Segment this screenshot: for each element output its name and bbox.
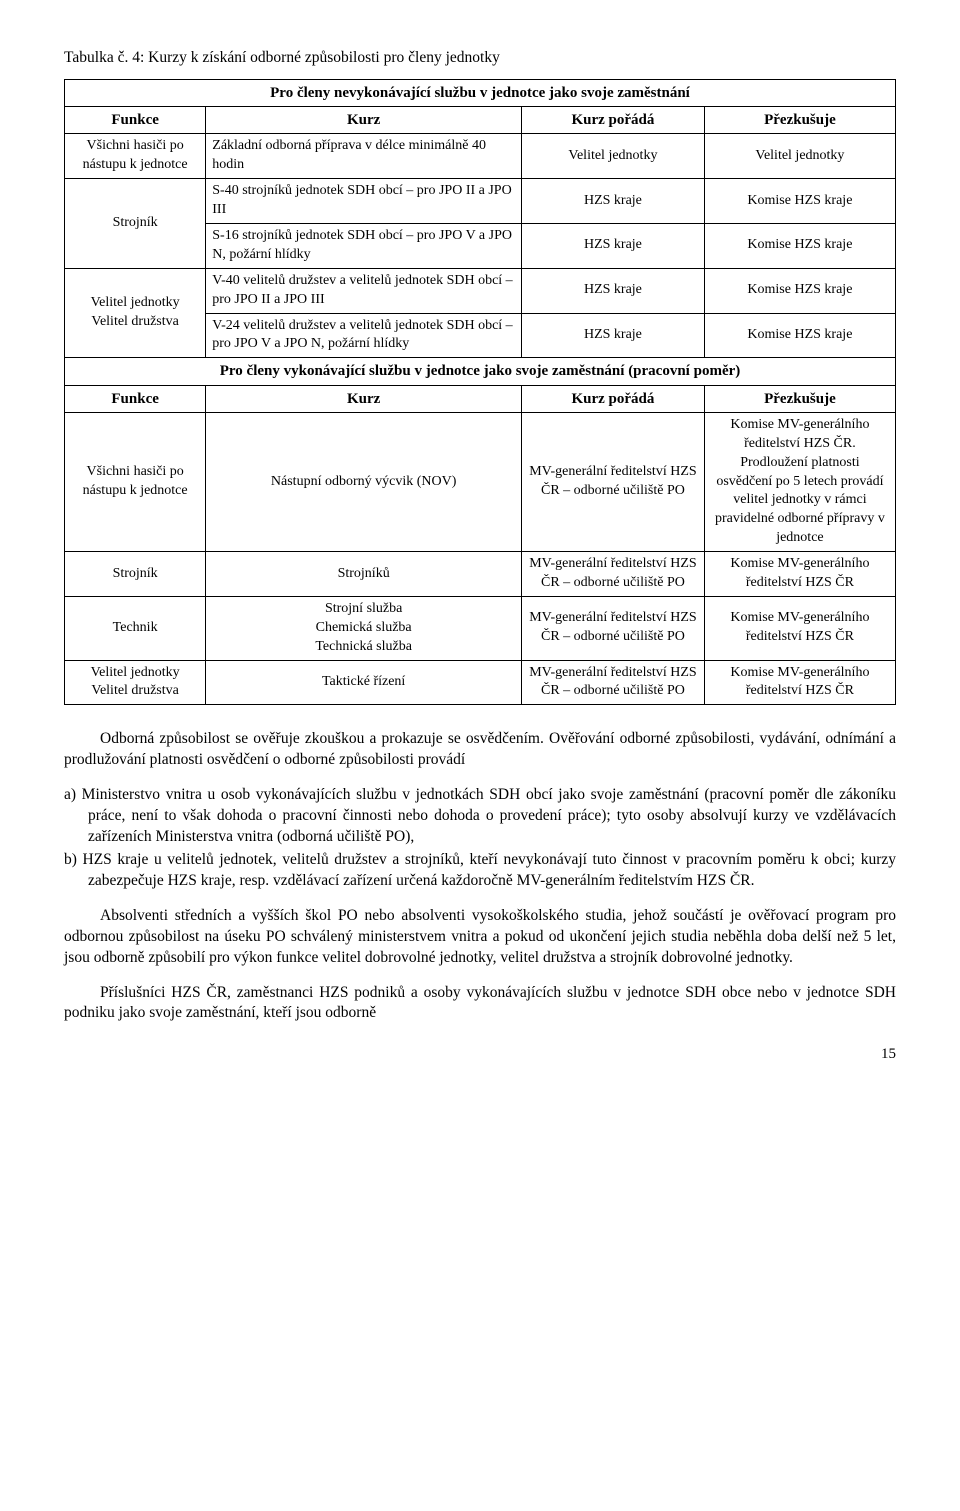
cell-porada: MV-generální ředitelství HZS ČR – odborn… (522, 660, 705, 705)
cell-prezk: Komise MV-generálního ředitelství HZS ČR (704, 552, 895, 597)
abc-list: a) Ministerstvo vnitra u osob vykonávají… (64, 785, 896, 892)
cell-prezk: Komise MV-generálního ředitelství HZS ČR… (704, 412, 895, 551)
table-row: Strojník S-40 strojníků jednotek SDH obc… (65, 179, 896, 224)
col-kurz: Kurz (206, 107, 522, 134)
cell-funkce: Technik (65, 596, 206, 660)
cell-prezk: Komise HZS kraje (704, 179, 895, 224)
col-porada: Kurz pořádá (522, 107, 705, 134)
cell-funkce: Velitel jednotky Velitel družstva (65, 660, 206, 705)
table-row: Strojník Strojníků MV-generální ředitels… (65, 552, 896, 597)
col-prezk: Přezkušuje (704, 385, 895, 412)
table-row: Všichni hasiči po nástupu k jednotce Zák… (65, 134, 896, 179)
col-funkce: Funkce (65, 385, 206, 412)
table-row: Technik Strojní služba Chemická služba T… (65, 596, 896, 660)
cell-kurz: Nástupní odborný výcvik (NOV) (206, 412, 522, 551)
cell-porada: HZS kraje (522, 179, 705, 224)
cell-kurz: Základní odborná příprava v délce minimá… (206, 134, 522, 179)
cell-kurz: Strojní služba Chemická služba Technická… (206, 596, 522, 660)
cell-prezk: Velitel jednotky (704, 134, 895, 179)
col-kurz: Kurz (206, 385, 522, 412)
section-b-title-row: Pro členy vykonávající službu v jednotce… (65, 358, 896, 385)
table-row: Všichni hasiči po nástupu k jednotce Nás… (65, 412, 896, 551)
cell-funkce: Všichni hasiči po nástupu k jednotce (65, 412, 206, 551)
courses-table: Pro členy nevykonávající službu v jednot… (64, 79, 896, 705)
cell-kurz: V-24 velitelů družstev a velitelů jednot… (206, 313, 522, 358)
section-a-title: Pro členy nevykonávající službu v jednot… (65, 79, 896, 106)
list-item: a) Ministerstvo vnitra u osob vykonávají… (64, 785, 896, 848)
page-number: 15 (64, 1044, 896, 1064)
cell-funkce: Všichni hasiči po nástupu k jednotce (65, 134, 206, 179)
cell-porada: HZS kraje (522, 268, 705, 313)
cell-funkce: Velitel jednotky Velitel družstva (65, 268, 206, 358)
cell-prezk: Komise HZS kraje (704, 313, 895, 358)
col-funkce: Funkce (65, 107, 206, 134)
section-b-title: Pro členy vykonávající službu v jednotce… (65, 358, 896, 385)
cell-kurz: V-40 velitelů družstev a velitelů jednot… (206, 268, 522, 313)
cell-prezk: Komise MV-generálního ředitelství HZS ČR (704, 596, 895, 660)
table-row: Velitel jednotky Velitel družstva Taktic… (65, 660, 896, 705)
col-porada: Kurz pořádá (522, 385, 705, 412)
paragraph-3: Příslušníci HZS ČR, zaměstnanci HZS podn… (64, 983, 896, 1025)
paragraph-1: Odborná způsobilost se ověřuje zkouškou … (64, 729, 896, 771)
cell-kurz: S-40 strojníků jednotek SDH obcí – pro J… (206, 179, 522, 224)
cell-porada: MV-generální ředitelství HZS ČR – odborn… (522, 596, 705, 660)
cell-porada: MV-generální ředitelství HZS ČR – odborn… (522, 552, 705, 597)
table-caption: Tabulka č. 4: Kurzy k získání odborné zp… (64, 48, 896, 69)
paragraph-2: Absolventi středních a vyšších škol PO n… (64, 906, 896, 969)
table-row: Velitel jednotky Velitel družstva V-40 v… (65, 268, 896, 313)
header-row-a: Funkce Kurz Kurz pořádá Přezkušuje (65, 107, 896, 134)
cell-funkce: Strojník (65, 179, 206, 269)
section-a-title-row: Pro členy nevykonávající službu v jednot… (65, 79, 896, 106)
cell-kurz: Taktické řízení (206, 660, 522, 705)
cell-porada: MV-generální ředitelství HZS ČR – odborn… (522, 412, 705, 551)
cell-porada: HZS kraje (522, 313, 705, 358)
cell-prezk: Komise HZS kraje (704, 268, 895, 313)
cell-kurz: S-16 strojníků jednotek SDH obcí – pro J… (206, 223, 522, 268)
cell-porada: Velitel jednotky (522, 134, 705, 179)
cell-porada: HZS kraje (522, 223, 705, 268)
col-prezk: Přezkušuje (704, 107, 895, 134)
cell-funkce: Strojník (65, 552, 206, 597)
cell-prezk: Komise MV-generálního ředitelství HZS ČR (704, 660, 895, 705)
cell-prezk: Komise HZS kraje (704, 223, 895, 268)
cell-kurz: Strojníků (206, 552, 522, 597)
list-item: b) HZS kraje u velitelů jednotek, velite… (64, 850, 896, 892)
header-row-b: Funkce Kurz Kurz pořádá Přezkušuje (65, 385, 896, 412)
